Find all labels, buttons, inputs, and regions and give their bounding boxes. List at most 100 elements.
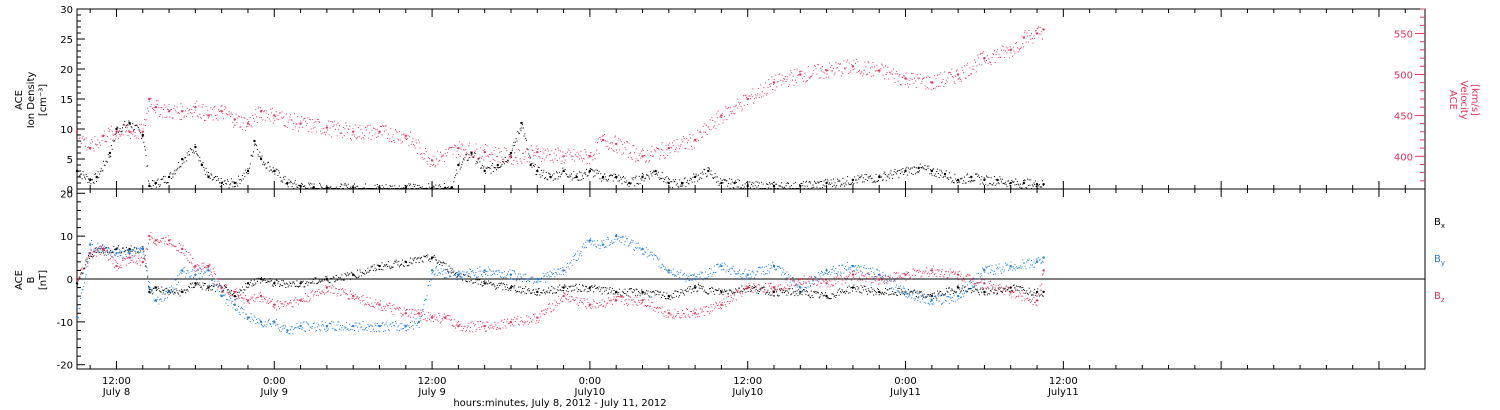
velocity-dot [590,152,592,154]
by-dot [636,243,638,245]
density-dot [675,184,677,186]
by-dot [118,252,119,254]
bx-dot [167,290,169,291]
density-dot [163,182,165,183]
by-dot [730,274,732,275]
by-dot [438,272,440,274]
density-dot [786,183,788,184]
by-dot [692,274,694,275]
velocity-dot [942,79,944,80]
velocity-dot [346,125,348,127]
bx-dot [392,266,394,268]
by-dot [643,253,645,255]
by-dot [866,268,868,270]
bx-dot [881,291,883,293]
by-dot [492,270,494,272]
density-dot [778,185,780,187]
density-dot [307,187,309,189]
bx-dot [960,290,962,292]
by-dot [765,265,767,267]
velocity-dot [545,156,547,158]
velocity-dot [830,70,832,72]
density-dot [190,149,192,151]
bx-dot [294,283,295,285]
by-dot [169,286,171,288]
density-dot [555,178,557,180]
bx-dot [698,284,699,286]
bx-dot [332,276,334,278]
velocity-dot [412,138,414,140]
by-dot [491,270,493,272]
density-dot [140,137,142,139]
velocity-dot [806,80,808,82]
velocity-dot [244,117,246,119]
by-dot [725,271,727,273]
velocity-dot [694,147,696,149]
density-dot [503,161,505,163]
bx-dot [180,290,182,292]
bx-dot [810,290,812,292]
density-dot [975,173,976,175]
density-dot [387,187,389,189]
by-dot [119,254,121,256]
density-dot [158,184,160,186]
velocity-dot [450,147,452,149]
bx-dot [503,284,505,286]
velocity-dot [271,107,273,109]
bx-dot [161,286,163,288]
density-dot [1027,185,1029,186]
bx-dot [839,288,841,290]
velocity-dot [1033,35,1035,37]
density-dot [622,177,624,179]
velocity-dot [729,106,731,108]
bx-dot [223,285,225,287]
density-dot [541,175,543,177]
bx-dot [625,292,627,294]
velocity-dot [675,147,677,149]
density-dot [592,170,594,172]
by-dot [233,304,235,305]
density-dot [787,182,789,184]
density-dot [881,176,883,178]
velocity-dot [1034,37,1036,39]
bx-dot [168,294,170,296]
bx-dot [225,287,227,288]
velocity-dot [338,129,340,131]
by-dot [687,277,688,279]
density-dot [997,180,999,181]
velocity-dot [279,112,280,114]
by-dot [167,297,168,299]
bx-dot [451,268,453,270]
bx-dot [125,246,127,248]
velocity-dot [728,106,729,108]
by-dot [447,268,449,270]
density-dot [301,183,303,185]
bx-dot [419,257,421,259]
velocity-dot [350,138,351,140]
bx-dot [659,291,661,293]
bx-dot [286,282,288,284]
bx-dot [570,285,572,287]
velocity-dot [467,157,469,159]
by-dot [318,325,320,327]
bx-dot [996,293,998,295]
by-dot [756,270,758,272]
velocity-dot [820,67,822,69]
density-dot [346,187,348,189]
density-dot [290,180,291,182]
bx-dot [170,289,172,291]
bx-dot [146,270,148,272]
bx-dot [689,288,691,290]
bx-dot [117,247,119,249]
bx-dot [825,296,827,297]
density-dot [915,167,917,169]
velocity-dot [360,129,362,131]
velocity-dot [153,107,155,109]
bx-dot [838,294,840,296]
by-dot [235,309,237,311]
velocity-dot [766,92,768,94]
velocity-dot [988,58,990,60]
density-dot [952,180,954,182]
bx-dot [750,291,752,293]
density-dot [802,181,804,183]
